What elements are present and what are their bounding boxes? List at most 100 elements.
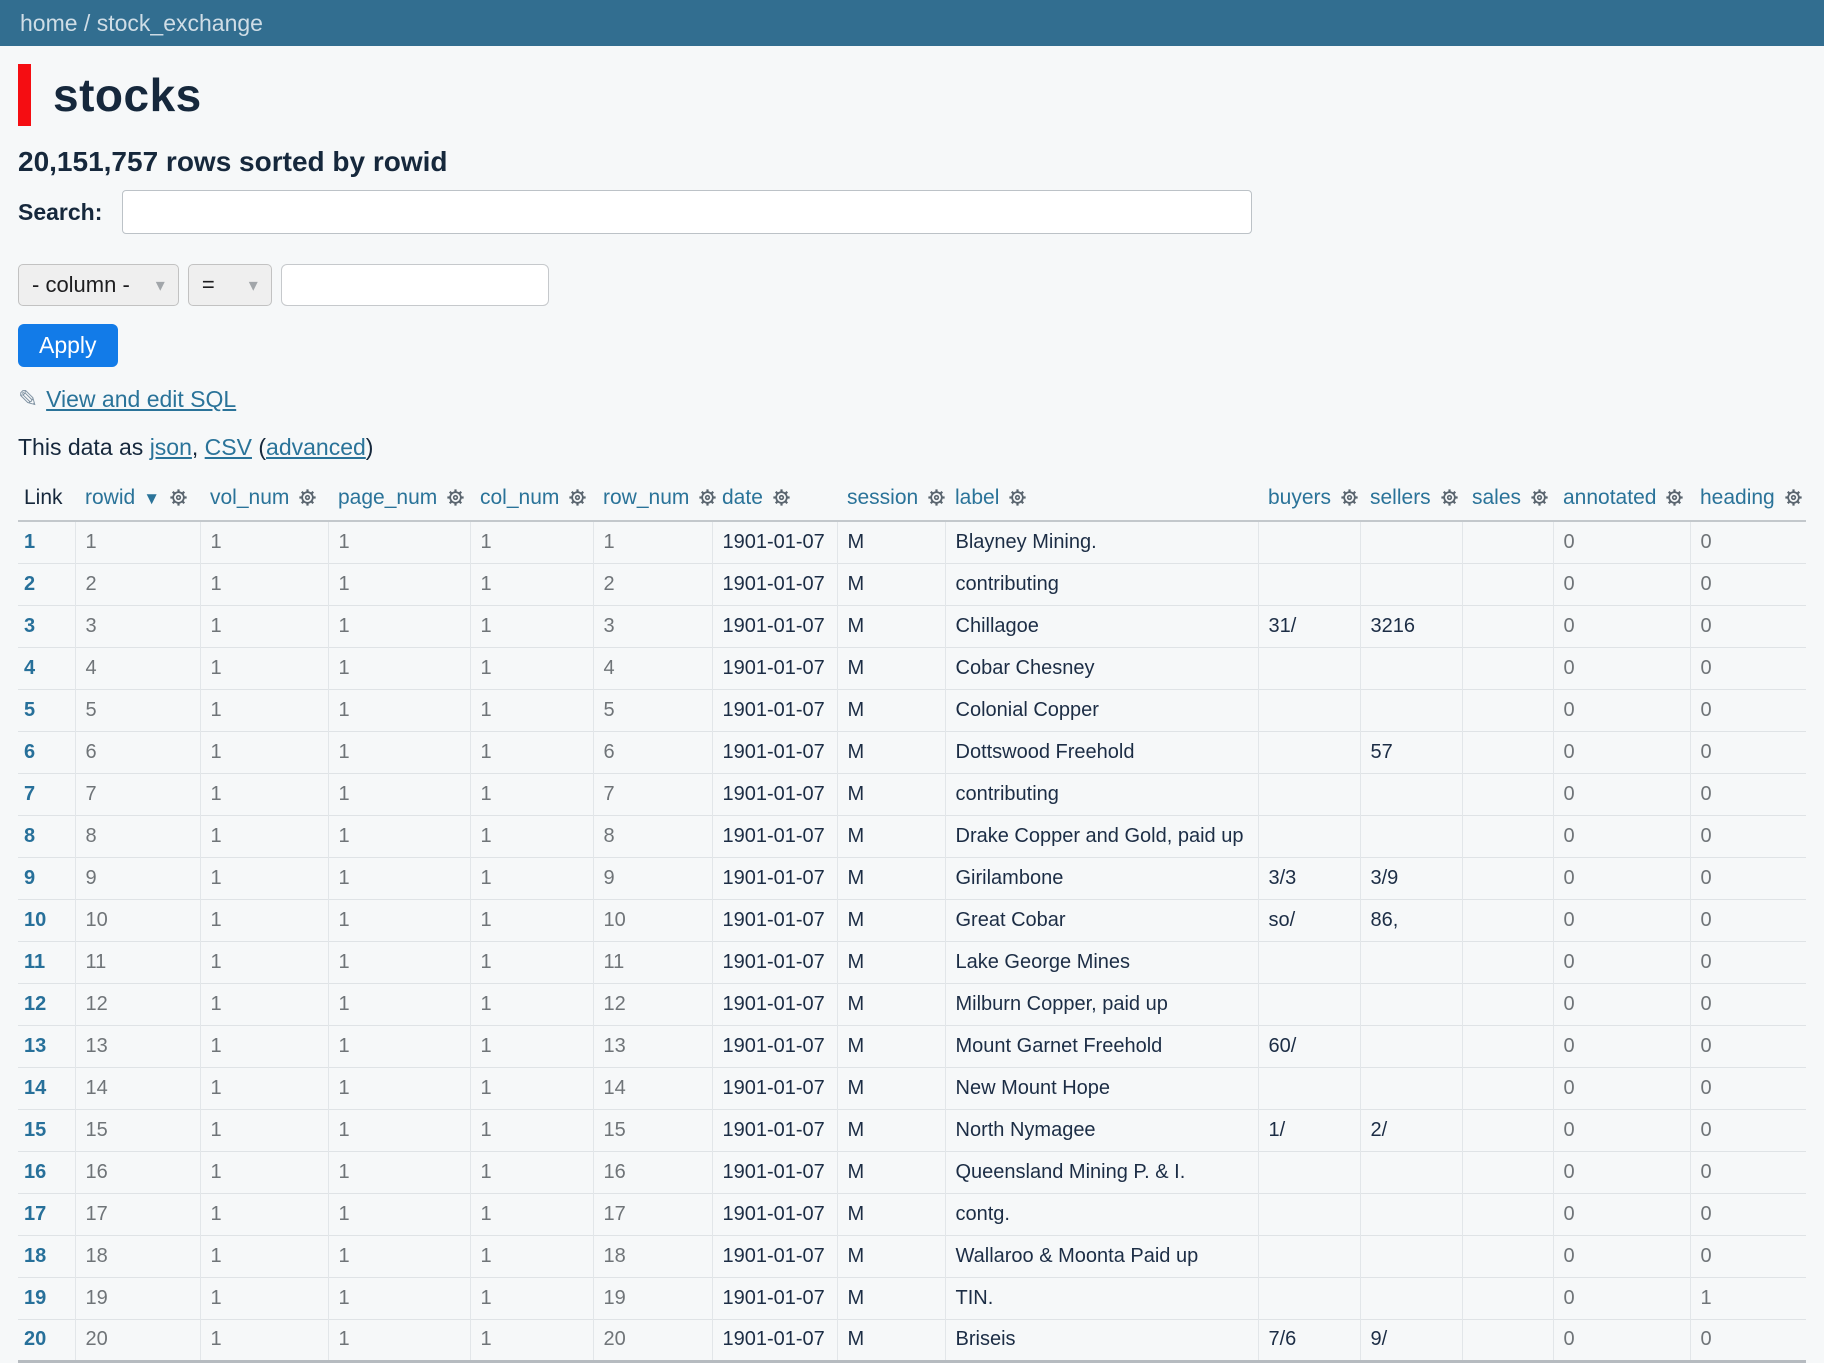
cell-vol_num: 1 <box>199 982 328 1025</box>
column-header-link-sales[interactable]: sales <box>1472 485 1522 509</box>
row-link[interactable]: 16 <box>24 1160 47 1183</box>
cell-sellers: 3/9 <box>1359 856 1462 899</box>
cell-vol_num: 1 <box>199 1024 328 1067</box>
row-link[interactable]: 7 <box>24 782 36 805</box>
cell-label: contributing <box>944 562 1258 605</box>
row-link[interactable]: 4 <box>24 656 36 679</box>
cell-rowid: 3 <box>74 604 200 647</box>
export-advanced-link[interactable]: advanced <box>266 434 366 460</box>
export-json-link[interactable]: json <box>149 434 192 460</box>
cell-link: 10 <box>18 898 75 941</box>
column-options-gear-icon[interactable] <box>567 487 588 508</box>
accent-bar <box>18 64 31 126</box>
column-options-gear-icon[interactable] <box>1664 487 1685 508</box>
cell-link: 9 <box>18 856 75 899</box>
cell-date: 1901-01-07 <box>711 856 837 899</box>
cell-buyers: so/ <box>1257 898 1360 941</box>
column-header-link-row_num[interactable]: row_num <box>603 485 690 509</box>
column-header-row_num: row_num <box>593 475 717 522</box>
column-options-gear-icon[interactable] <box>697 487 718 508</box>
column-options-gear-icon[interactable] <box>1007 487 1028 508</box>
column-header-link-heading[interactable]: heading <box>1700 485 1775 509</box>
row-link[interactable]: 10 <box>24 908 47 931</box>
table-header-row: Link rowid ▼ vol_num page_num col_num row_num d… <box>18 475 1806 522</box>
cell-vol_num: 1 <box>199 1192 328 1235</box>
column-header-link-label[interactable]: label <box>955 485 1000 509</box>
column-header-link-sellers[interactable]: sellers <box>1370 485 1431 509</box>
row-link[interactable]: 2 <box>24 572 36 595</box>
row-link[interactable]: 3 <box>24 614 36 637</box>
column-options-gear-icon[interactable] <box>771 487 792 508</box>
cell-date: 1901-01-07 <box>711 730 837 773</box>
filter-row: - column - ▾ = ▾ <box>18 264 1806 306</box>
filter-value-input[interactable] <box>280 264 549 306</box>
column-header-link-session[interactable]: session <box>847 485 919 509</box>
cell-link: 18 <box>18 1234 75 1277</box>
cell-buyers <box>1257 1150 1360 1193</box>
row-link[interactable]: 20 <box>24 1328 47 1350</box>
sql-row: ✎ View and edit SQL <box>18 385 1806 414</box>
row-link[interactable]: 17 <box>24 1202 47 1225</box>
cell-buyers <box>1257 562 1360 605</box>
row-link[interactable]: 14 <box>24 1076 47 1099</box>
column-header-link-vol_num[interactable]: vol_num <box>210 485 290 509</box>
cell-page_num: 1 <box>327 1192 470 1235</box>
cell-session: M <box>836 1066 945 1109</box>
column-options-gear-icon[interactable] <box>1339 487 1360 508</box>
column-header-sellers: sellers <box>1360 475 1462 522</box>
cell-page_num: 1 <box>327 688 470 731</box>
search-input[interactable] <box>122 190 1253 234</box>
operator-filter-select[interactable]: = ▾ <box>187 264 272 306</box>
column-options-gear-icon[interactable] <box>1529 487 1550 508</box>
cell-col_num: 1 <box>469 1234 593 1277</box>
cell-annotated: 0 <box>1552 1066 1690 1109</box>
cell-page_num: 1 <box>327 562 470 605</box>
table-row: 14 14 1 1 1 14 1901-01-07 M New Mount Hope 0 0 <box>18 1066 1806 1109</box>
row-link[interactable]: 9 <box>24 866 36 889</box>
cell-link: 15 <box>18 1108 75 1151</box>
cell-date: 1901-01-07 <box>711 604 837 647</box>
row-link[interactable]: 6 <box>24 740 36 763</box>
cell-page_num: 1 <box>327 1024 470 1067</box>
table-row: 8 8 1 1 1 8 1901-01-07 M Drake Copper and Gold, … <box>18 814 1806 857</box>
export-paren-close: ) <box>365 434 374 460</box>
cell-annotated: 0 <box>1552 1318 1690 1363</box>
column-options-gear-icon[interactable] <box>1783 487 1804 508</box>
column-options-gear-icon[interactable] <box>297 487 318 508</box>
row-link[interactable]: 1 <box>24 530 36 553</box>
row-link[interactable]: 19 <box>24 1286 47 1309</box>
column-header-link-annotated[interactable]: annotated <box>1563 485 1657 509</box>
cell-heading: 0 <box>1689 982 1806 1025</box>
cell-annotated: 0 <box>1552 562 1690 605</box>
view-edit-sql-link[interactable]: View and edit SQL <box>46 386 237 412</box>
column-filter-select[interactable]: - column - ▾ <box>18 264 179 306</box>
row-link[interactable]: 8 <box>24 824 36 847</box>
row-link[interactable]: 13 <box>24 1034 47 1057</box>
row-link[interactable]: 5 <box>24 698 36 721</box>
row-link[interactable]: 11 <box>24 950 46 973</box>
row-link[interactable]: 12 <box>24 992 47 1015</box>
cell-rowid: 20 <box>74 1318 200 1363</box>
apply-button[interactable]: Apply <box>18 324 118 367</box>
column-header-link-col_num[interactable]: col_num <box>480 485 560 509</box>
export-csv-link[interactable]: CSV <box>204 434 252 460</box>
breadcrumb-home-link[interactable]: home <box>20 9 78 36</box>
cell-date: 1901-01-07 <box>711 521 837 563</box>
column-header-link-page_num[interactable]: page_num <box>338 485 438 509</box>
column-options-gear-icon[interactable] <box>1439 487 1460 508</box>
column-header-link-rowid[interactable]: rowid <box>85 485 136 509</box>
row-link[interactable]: 15 <box>24 1118 47 1141</box>
cell-sales <box>1461 856 1553 899</box>
row-link[interactable]: 18 <box>24 1244 47 1267</box>
cell-annotated: 0 <box>1552 1024 1690 1067</box>
cell-col_num: 1 <box>469 604 593 647</box>
column-options-gear-icon[interactable] <box>926 487 947 508</box>
cell-sellers <box>1359 1150 1462 1193</box>
cell-label: Cobar Chesney <box>944 646 1258 689</box>
column-header-link-buyers[interactable]: buyers <box>1268 485 1332 509</box>
column-options-gear-icon[interactable] <box>445 487 466 508</box>
cell-buyers <box>1257 982 1360 1025</box>
column-header-link-date[interactable]: date <box>722 485 763 509</box>
column-options-gear-icon[interactable] <box>168 487 189 508</box>
cell-col_num: 1 <box>469 1318 593 1363</box>
